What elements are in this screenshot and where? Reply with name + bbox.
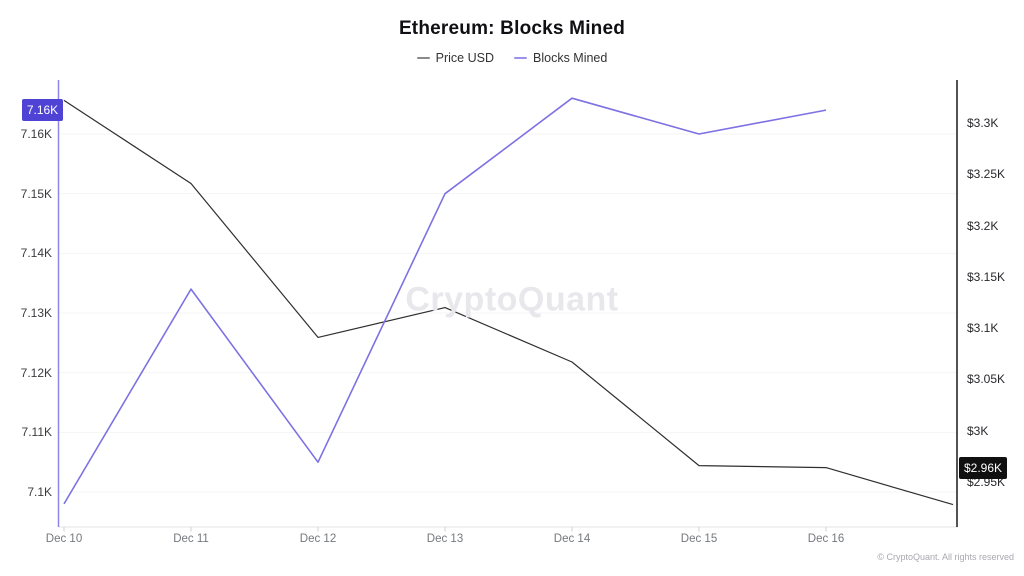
legend-dash-icon — [514, 57, 527, 59]
legend: Price USD Blocks Mined — [0, 50, 1024, 66]
series-line-blocks-mined[interactable] — [63, 97, 827, 505]
copyright-notice: © CryptoQuant. All rights reserved — [877, 552, 1014, 562]
legend-item-blocks-mined[interactable]: Blocks Mined — [514, 51, 607, 65]
series-line-price-usd[interactable] — [63, 99, 954, 506]
legend-item-label: Blocks Mined — [533, 51, 608, 65]
legend-dash-icon — [416, 57, 430, 59]
chart-title: Ethereum: Blocks Mined — [398, 18, 626, 39]
legend-item-label: Price USD — [435, 51, 494, 65]
legend-item-price-usd[interactable]: Price USD — [416, 51, 494, 65]
